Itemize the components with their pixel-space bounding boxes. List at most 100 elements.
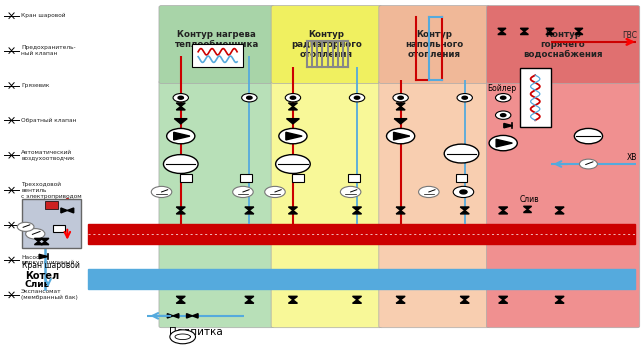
Circle shape (462, 96, 467, 99)
Polygon shape (396, 300, 405, 303)
Bar (45, 201, 58, 209)
FancyBboxPatch shape (271, 6, 382, 83)
Text: Кран шаровой: Кран шаровой (22, 261, 80, 270)
Polygon shape (245, 210, 254, 214)
Polygon shape (496, 139, 512, 147)
Circle shape (574, 128, 603, 144)
Circle shape (349, 94, 365, 102)
Circle shape (579, 159, 597, 169)
Bar (22, 199, 81, 248)
Circle shape (242, 94, 257, 102)
Circle shape (265, 186, 285, 198)
Polygon shape (546, 31, 554, 35)
Circle shape (173, 94, 188, 102)
Text: ГВС: ГВС (622, 31, 637, 40)
Polygon shape (245, 300, 254, 303)
Polygon shape (555, 210, 564, 214)
Text: Предохранитель-
ный клапан: Предохранитель- ный клапан (21, 45, 76, 56)
FancyBboxPatch shape (487, 6, 640, 83)
Text: Контур нагрева
теплообменника
бассейна: Контур нагрева теплообменника бассейна (174, 30, 259, 59)
Circle shape (398, 96, 403, 99)
Polygon shape (245, 207, 254, 210)
Text: Кран шаровой: Кран шаровой (21, 13, 65, 18)
Circle shape (340, 186, 361, 198)
Text: Трехходовой
вентиль
с электроприводом: Трехходовой вентиль с электроприводом (21, 182, 82, 199)
Polygon shape (396, 296, 405, 300)
Text: Котел: Котел (25, 271, 59, 281)
Polygon shape (61, 208, 67, 213)
Circle shape (17, 222, 34, 231)
Text: Контур
радиаторного
отопления: Контур радиаторного отопления (291, 30, 362, 59)
Circle shape (26, 229, 45, 239)
Bar (520, 68, 551, 127)
Text: Экспансомат
(мембранный бак): Экспансомат (мембранный бак) (21, 289, 78, 300)
Text: Слив: Слив (25, 280, 51, 289)
Circle shape (387, 128, 415, 144)
Polygon shape (396, 207, 405, 210)
Polygon shape (353, 210, 362, 214)
Polygon shape (176, 103, 185, 106)
Polygon shape (176, 210, 185, 214)
FancyBboxPatch shape (379, 6, 490, 83)
Circle shape (163, 155, 198, 173)
Polygon shape (288, 207, 297, 210)
Bar (88, 269, 635, 289)
Circle shape (501, 96, 506, 99)
Polygon shape (176, 106, 185, 110)
Circle shape (178, 96, 183, 99)
Circle shape (167, 128, 195, 144)
Polygon shape (555, 207, 564, 210)
Polygon shape (546, 28, 554, 31)
Polygon shape (174, 132, 190, 140)
Polygon shape (173, 314, 179, 318)
Polygon shape (460, 300, 469, 303)
Circle shape (489, 135, 517, 151)
Bar (292, 174, 304, 183)
Polygon shape (396, 210, 405, 214)
Polygon shape (499, 210, 508, 214)
FancyBboxPatch shape (271, 81, 382, 328)
Polygon shape (396, 106, 405, 110)
Polygon shape (35, 242, 42, 245)
Bar (53, 225, 65, 232)
Polygon shape (460, 296, 469, 300)
Circle shape (247, 96, 252, 99)
Text: Автоматический
воздухоотводчик: Автоматический воздухоотводчик (21, 150, 74, 161)
Polygon shape (353, 300, 362, 303)
Polygon shape (288, 300, 297, 303)
Circle shape (393, 94, 408, 102)
Polygon shape (394, 132, 410, 140)
Circle shape (354, 96, 360, 99)
Circle shape (460, 190, 467, 194)
Circle shape (151, 186, 172, 198)
Text: Грязевик: Грязевик (21, 83, 49, 88)
Polygon shape (167, 314, 173, 318)
Circle shape (495, 94, 511, 102)
Circle shape (495, 111, 511, 119)
Polygon shape (499, 207, 508, 210)
Polygon shape (288, 106, 297, 110)
Circle shape (170, 330, 196, 344)
Polygon shape (187, 314, 192, 318)
Polygon shape (460, 207, 469, 210)
Text: Насос
циркуляционный: Насос циркуляционный (21, 254, 74, 266)
Polygon shape (575, 28, 583, 31)
Text: Слив: Слив (519, 195, 539, 205)
Polygon shape (396, 103, 405, 106)
Circle shape (419, 186, 439, 198)
Circle shape (279, 128, 307, 144)
Polygon shape (176, 296, 185, 300)
Bar (456, 174, 467, 183)
Polygon shape (555, 300, 564, 303)
Polygon shape (460, 210, 469, 214)
Polygon shape (35, 238, 42, 242)
Bar (192, 45, 244, 67)
Polygon shape (504, 124, 513, 128)
Text: Контур
напольного
отопления: Контур напольного отопления (405, 30, 463, 59)
Polygon shape (353, 296, 362, 300)
Polygon shape (498, 31, 506, 35)
Bar (88, 224, 635, 244)
Circle shape (501, 114, 506, 117)
Polygon shape (353, 207, 362, 210)
Circle shape (444, 144, 479, 163)
